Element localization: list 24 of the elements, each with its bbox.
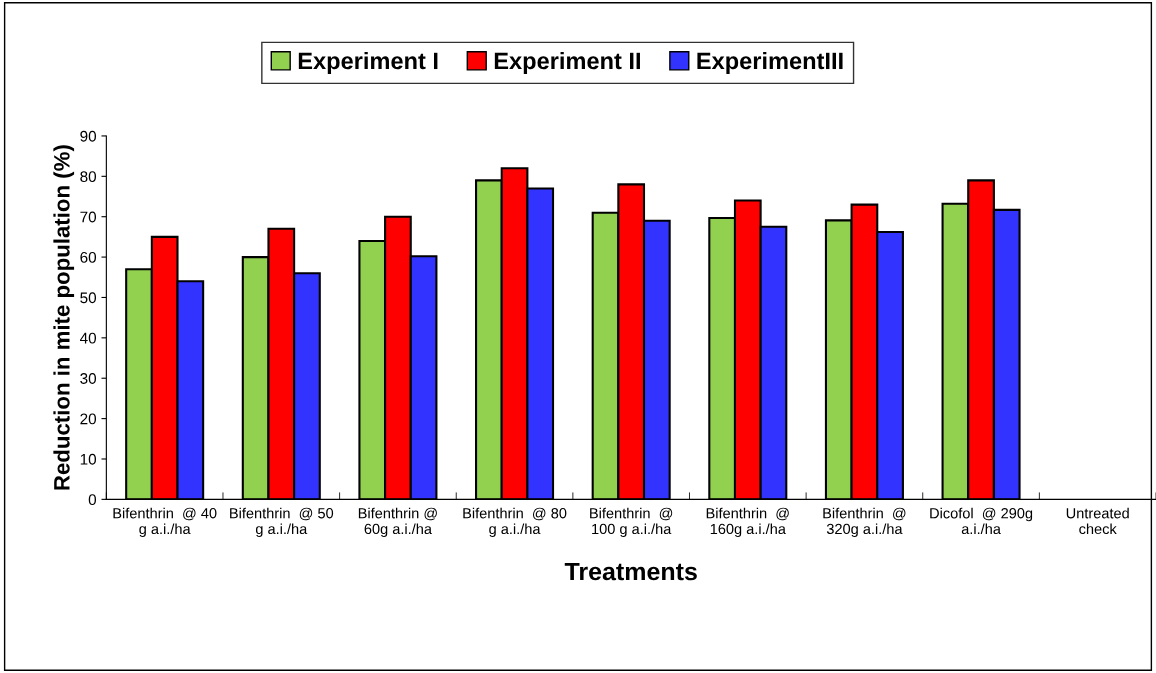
x-tick-label: Bifenthrin @ 100 g a.i./ha [590,507,673,537]
x-tick-label: Bifenthrin @ 80 g a.i./ha [463,507,567,537]
y-tick-label: 50 [80,292,97,304]
y-axis-title: Reduction in mite population (%) [53,145,75,490]
legend-label: ExperimentIII [697,51,843,74]
x-tick-label: Bifenthrin @ 40 g a.i./ha [113,507,217,537]
y-tick-label: 0 [88,494,97,506]
y-tick-label: 30 [80,373,97,384]
y-tick-label: 90 [80,130,97,142]
x-tick-label: Bifenthrin @ 60g a.i./ha [358,507,437,537]
legend-label: Experiment I [298,51,438,74]
y-tick-label: 40 [79,332,97,344]
x-axis-title: Treatments [564,562,697,581]
y-tick-label: 60 [80,251,97,263]
legend-label: Experiment II [494,51,640,74]
y-tick-label: 80 [80,171,97,183]
y-tick-label: 20 [80,413,97,425]
y-tick-label: 10 [80,453,97,465]
y-tick-label: 70 [80,211,97,223]
x-tick-label: Dicofol @ 290g a.i./ha [930,507,1033,535]
x-tick-label: Bifenthrin @ 50 g a.i./ha [230,507,334,537]
x-tick-label: Untreated check [1066,507,1129,535]
x-tick-label: Bifenthrin @ 320g a.i./ha [823,507,906,537]
x-tick-label: Bifenthrin @ 160g a.i./ha [706,507,789,537]
